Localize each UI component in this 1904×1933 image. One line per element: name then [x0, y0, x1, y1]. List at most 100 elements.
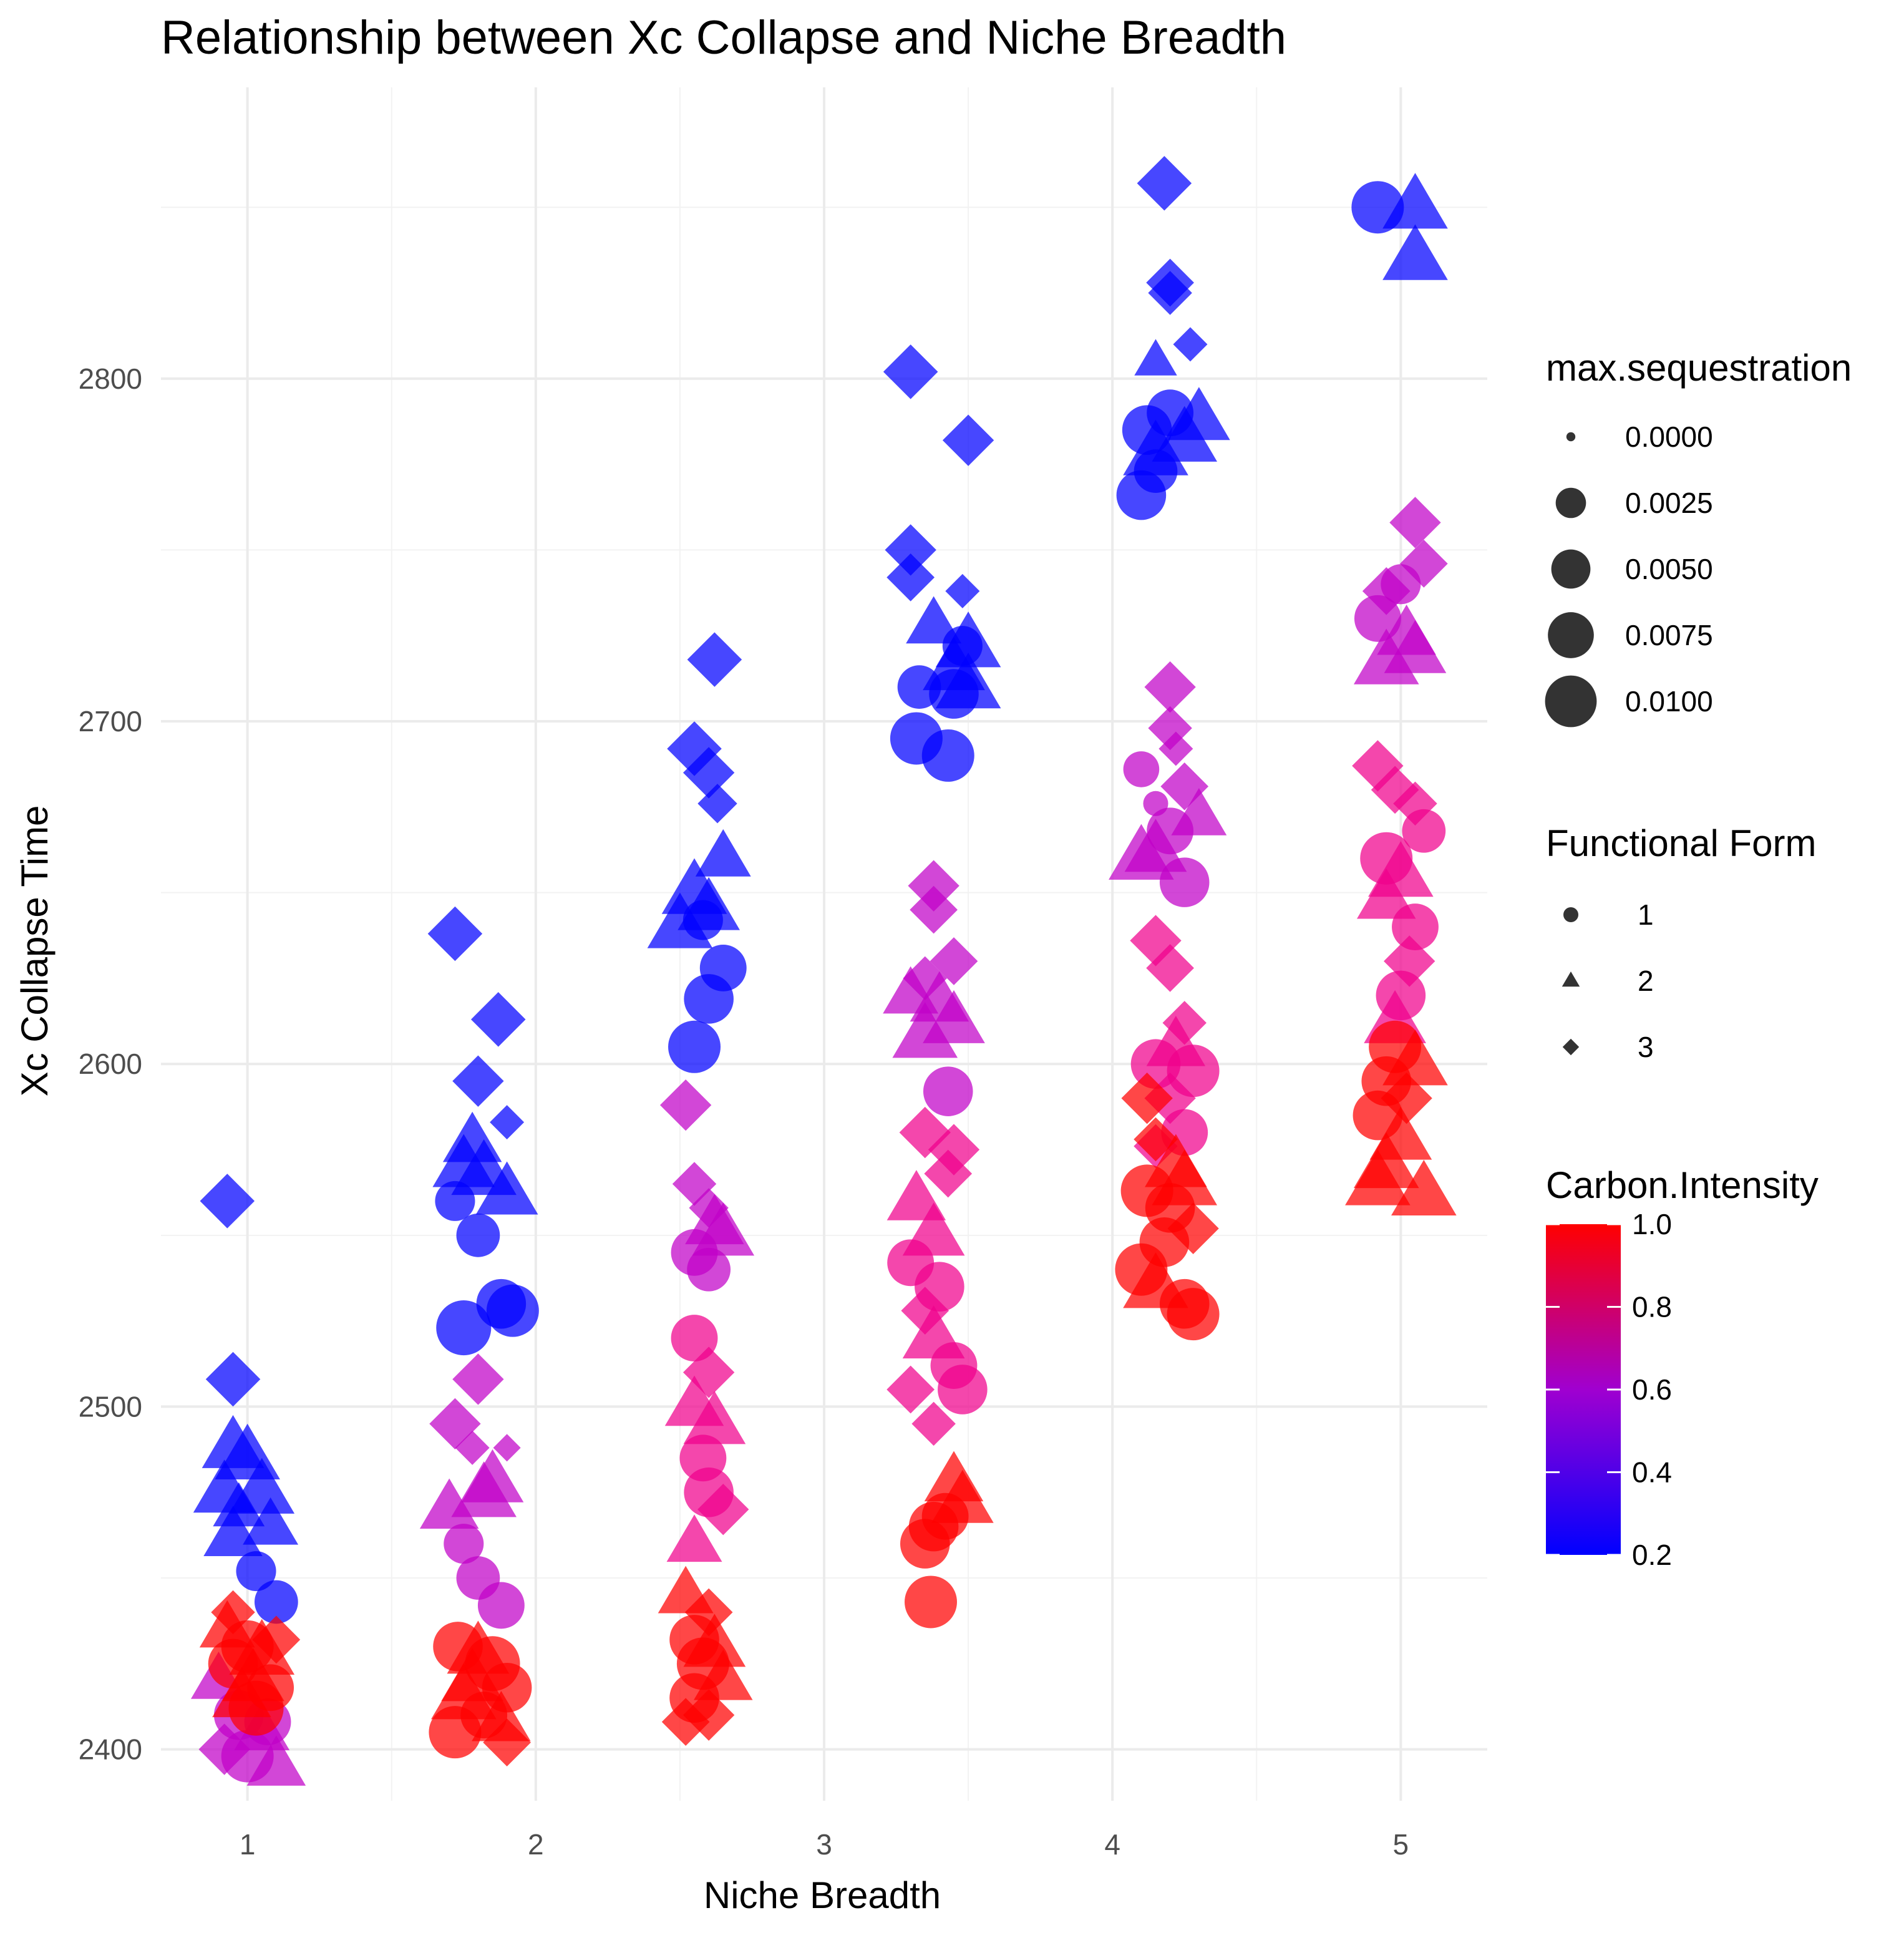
data-point — [1354, 595, 1401, 642]
data-point — [477, 1582, 525, 1629]
data-point — [672, 1162, 717, 1206]
data-point — [1345, 1149, 1411, 1205]
legend-size-key — [1566, 432, 1576, 442]
data-point — [254, 1580, 298, 1624]
data-point — [1148, 706, 1192, 751]
data-point — [945, 573, 980, 608]
data-point — [236, 1551, 276, 1592]
legend-shape-key — [1562, 1038, 1580, 1056]
data-point — [435, 1181, 475, 1221]
data-point — [886, 553, 935, 601]
y-tick-label: 2700 — [79, 705, 142, 738]
data-point — [659, 1079, 712, 1131]
data-point — [1353, 628, 1419, 684]
data-point — [1134, 1117, 1178, 1162]
data-point — [1123, 751, 1160, 787]
x-tick-label: 3 — [816, 1828, 832, 1861]
data-point — [697, 784, 737, 824]
data-point — [1389, 497, 1441, 548]
grid-lines — [161, 87, 1487, 1801]
chart-title: Relationship between Xc Collapse and Nic… — [161, 11, 1286, 64]
data-point — [938, 1365, 988, 1414]
y-tick-label: 2400 — [79, 1733, 142, 1766]
legend-size-key — [1555, 487, 1586, 519]
data-point — [456, 1213, 500, 1257]
data-point — [910, 885, 958, 934]
data-point — [1381, 564, 1421, 605]
y-tick-label: 2600 — [79, 1048, 142, 1080]
data-point — [923, 1066, 973, 1116]
data-point — [1399, 540, 1448, 588]
y-axis-ticks: 2400 2500 2600 2700 2800 — [79, 363, 142, 1766]
data-point — [928, 1124, 980, 1176]
legend-color-label: 1.0 — [1632, 1208, 1672, 1240]
data-point — [436, 1300, 492, 1356]
data-point — [697, 1484, 749, 1536]
data-point — [1392, 903, 1439, 950]
x-tick-label: 5 — [1393, 1828, 1409, 1861]
data-point — [666, 1514, 722, 1562]
legend-shape-title: Functional Form — [1546, 822, 1816, 864]
legend-shape-label: 3 — [1638, 1031, 1654, 1063]
data-point — [470, 992, 526, 1047]
data-point — [246, 1735, 306, 1786]
legend-size-key — [1545, 675, 1597, 728]
data-point — [668, 1020, 721, 1073]
data-point — [1391, 1159, 1457, 1216]
data-point — [1160, 762, 1209, 811]
data-point — [885, 524, 936, 576]
data-point — [483, 1718, 531, 1766]
data-point — [682, 900, 723, 940]
legend-size-label: 0.0025 — [1625, 487, 1713, 519]
data-point — [203, 1506, 263, 1556]
data-point — [1134, 339, 1177, 376]
x-axis-ticks: 1 2 3 4 5 — [240, 1828, 1409, 1861]
data-point — [661, 1698, 710, 1746]
data-point — [1121, 1072, 1173, 1124]
legend-shape-key — [1562, 971, 1580, 987]
data-point — [892, 1002, 958, 1058]
legend-shape-label: 1 — [1638, 898, 1654, 931]
legend-color-label: 0.4 — [1632, 1456, 1672, 1489]
data-point — [1159, 857, 1210, 907]
data-point — [490, 1105, 525, 1140]
data-point — [929, 669, 979, 719]
series-pink-upper-intensity — [664, 740, 1446, 1562]
data-point — [1382, 173, 1448, 229]
y-axis-title: Xc Collapse Time — [14, 806, 56, 1097]
data-point — [228, 1680, 284, 1736]
legend-size-label: 0.0075 — [1625, 619, 1713, 651]
data-point — [243, 1497, 299, 1545]
data-point — [419, 1478, 479, 1529]
data-point — [452, 1353, 504, 1405]
data-point — [427, 906, 483, 962]
x-tick-label: 4 — [1104, 1828, 1120, 1861]
legend-color-label: 0.6 — [1632, 1373, 1672, 1406]
legend-color-label: 0.8 — [1632, 1291, 1672, 1323]
legend-size: max.sequestration 0.0000 0.0025 0.0050 0.00… — [1545, 347, 1852, 728]
data-point — [1143, 791, 1168, 816]
data-point — [429, 1706, 482, 1759]
data-point — [200, 1174, 255, 1229]
data-point — [475, 1161, 538, 1215]
data-point — [211, 1590, 255, 1635]
data-point — [1162, 1001, 1207, 1045]
data-points — [190, 156, 1457, 1786]
data-point — [213, 1482, 265, 1527]
data-point — [451, 1461, 517, 1517]
data-point — [486, 1284, 539, 1337]
data-point — [1122, 405, 1172, 455]
data-point — [1147, 807, 1194, 855]
legend-shape-key — [1563, 907, 1578, 922]
x-tick-label: 1 — [240, 1828, 256, 1861]
legend-size-key — [1548, 612, 1594, 658]
data-point — [1116, 470, 1167, 520]
plot-panel — [161, 87, 1487, 1801]
series-magenta-mid-intensity — [190, 497, 1448, 1786]
legend-color: Carbon.Intensity 1.0 0.8 0.6 0.4 0.2 — [1546, 1164, 1819, 1571]
data-point — [682, 747, 735, 799]
y-tick-label: 2800 — [79, 363, 142, 395]
data-point — [905, 1575, 957, 1629]
data-point — [930, 937, 978, 985]
